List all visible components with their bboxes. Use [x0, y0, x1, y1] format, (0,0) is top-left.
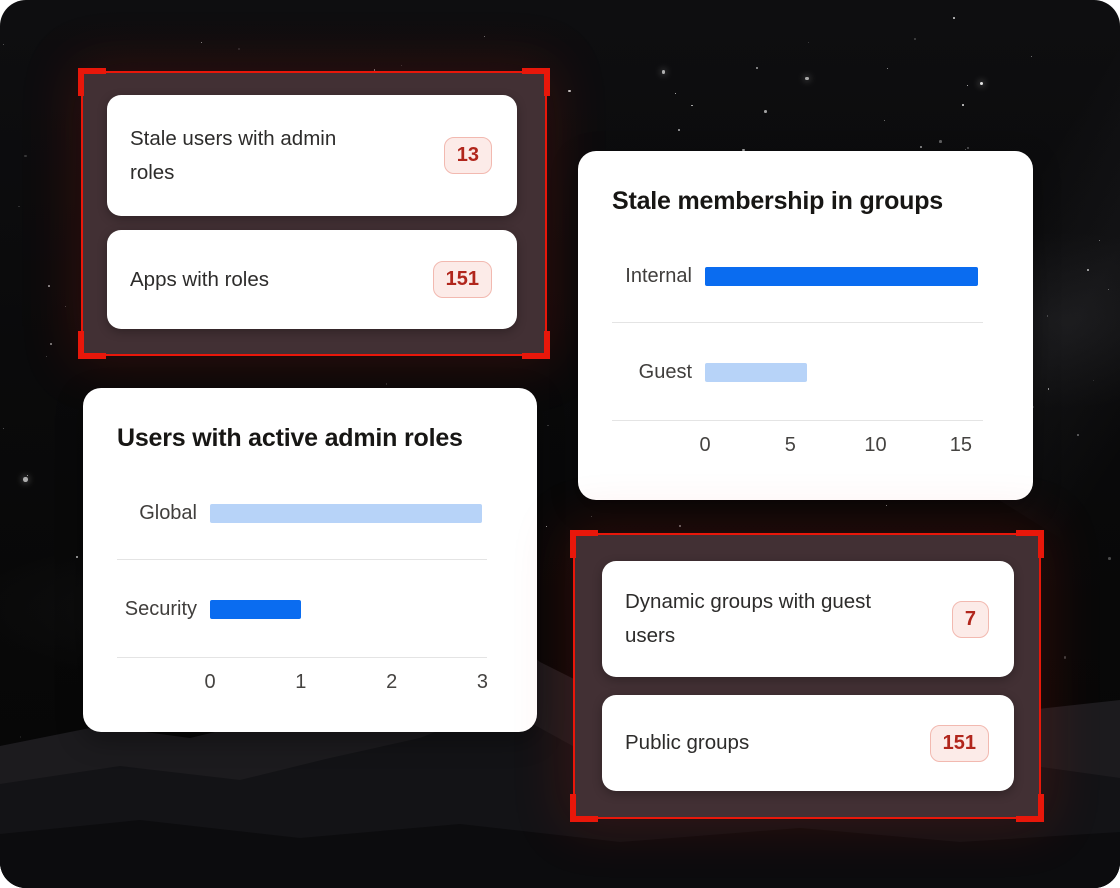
chart-bar	[210, 599, 301, 619]
x-axis-ticks: 0 5 10 15	[699, 434, 983, 462]
chart-bar	[210, 503, 483, 523]
stat-card-label: Apps with roles	[130, 267, 270, 291]
axis-tick-label: 0	[204, 671, 216, 693]
corner-bracket-bottom-left	[78, 331, 106, 359]
chart-title: Stale membership in groups	[612, 187, 943, 215]
chart-card-stale-membership[interactable]: Stale membership in groups Internal Guest…	[578, 151, 1033, 500]
count-badge: 151	[432, 261, 492, 298]
count-badge: 7	[951, 600, 989, 638]
corner-bracket-bottom-left	[570, 794, 598, 822]
chart-title: Users with active admin roles	[117, 424, 463, 452]
axis-tick-label: 10	[864, 434, 887, 456]
corner-bracket-top-right	[522, 68, 550, 96]
chart-bar-track	[210, 599, 487, 619]
bar-chart-active-admin-roles: Global Security 0 1 2 3	[83, 388, 537, 732]
stat-card-label: Public groups	[625, 731, 750, 754]
axis-tick-label: 15	[949, 434, 972, 456]
corner-bracket-top-left	[78, 68, 106, 96]
chart-row: Global	[117, 494, 487, 532]
chart-bar	[705, 266, 978, 286]
axis-tick-label: 1	[295, 671, 307, 693]
corner-bracket-top-right	[1016, 530, 1044, 558]
chart-bar-track	[705, 266, 983, 286]
row-separator	[612, 322, 983, 323]
chart-row-label: Security	[124, 597, 197, 620]
stat-card-stale-users-admin-roles[interactable]: Stale users with admin roles 13	[107, 95, 517, 216]
x-axis-ticks: 0 1 2 3	[204, 671, 489, 699]
highlight-region-stale-admin: Stale users with admin roles 13 Apps wit…	[78, 68, 550, 359]
chart-bar-track	[210, 503, 487, 523]
bar-chart-stale-membership: Internal Guest 0 5 10 15	[578, 151, 1033, 500]
mountain-silhouette	[0, 616, 1120, 888]
axis-tick-label: 5	[784, 434, 796, 456]
axis-tick-label: 2	[386, 671, 398, 693]
axis-tick-label: 3	[476, 671, 489, 693]
chart-row-label: Global	[139, 501, 197, 524]
chart-row: Internal	[612, 257, 983, 295]
row-separator	[117, 559, 487, 560]
corner-bracket-bottom-right	[1016, 794, 1044, 822]
chart-bar-track	[705, 362, 983, 382]
stat-card-public-groups[interactable]: Public groups 151	[602, 695, 1014, 791]
stat-card-dynamic-groups-guest-users[interactable]: Dynamic groups with guest users 7	[602, 561, 1014, 677]
chart-card-active-admin-roles[interactable]: Users with active admin roles Global Secu…	[83, 388, 537, 732]
chart-bar	[705, 362, 808, 382]
chart-row: Security	[117, 590, 487, 628]
row-separator	[612, 420, 983, 421]
stat-card-label: Dynamic groups with guest users	[625, 590, 872, 647]
chart-row-label: Internal	[625, 264, 692, 287]
corner-bracket-top-left	[570, 530, 598, 558]
chart-row: Guest	[612, 353, 983, 391]
axis-tick-label: 0	[699, 434, 711, 456]
row-separator	[117, 657, 487, 658]
corner-bracket-bottom-right	[522, 331, 550, 359]
stat-card-label: Stale users with admin roles	[130, 126, 337, 184]
stat-card-apps-with-roles[interactable]: Apps with roles 151	[107, 230, 517, 329]
highlight-region-risky-groups: Dynamic groups with guest users 7 Public…	[570, 530, 1044, 822]
count-badge: 13	[443, 137, 492, 174]
count-badge: 151	[929, 724, 989, 762]
chart-row-label: Guest	[638, 360, 692, 383]
